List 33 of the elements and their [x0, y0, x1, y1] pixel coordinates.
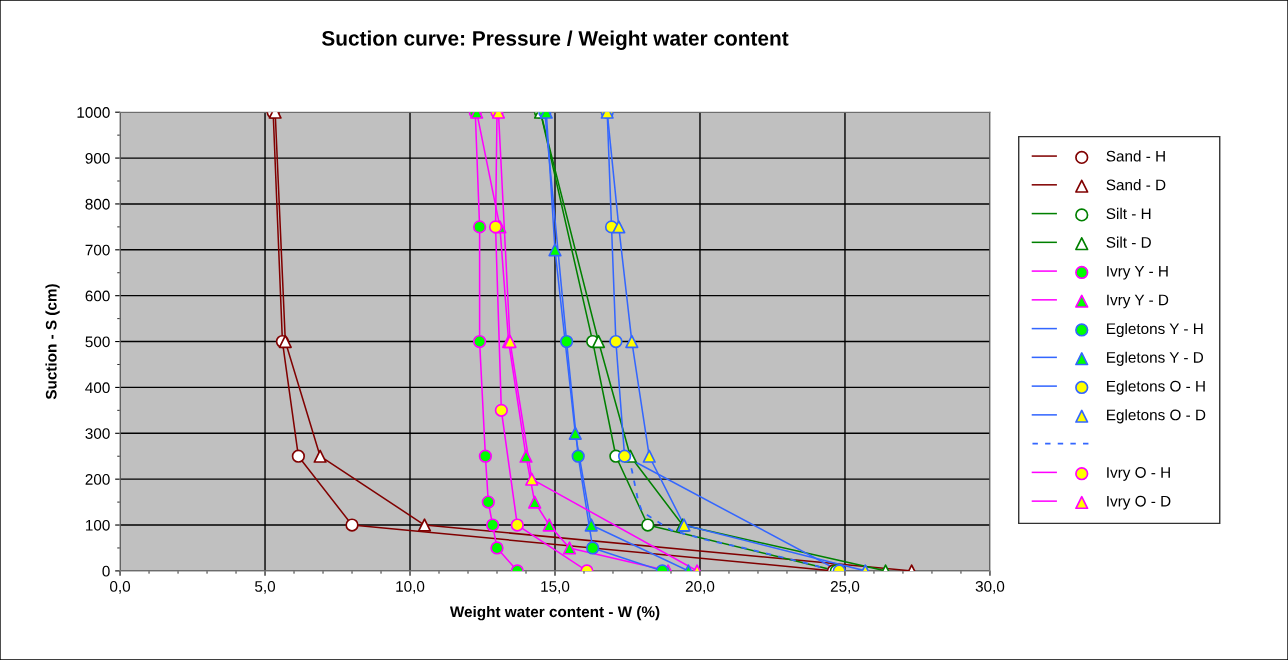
x-tick-label: 20,0 — [685, 581, 715, 594]
y-tick-label: 0 — [102, 565, 110, 577]
legend-label: Silt - H — [1106, 207, 1151, 220]
legend-label: Ivry O - D — [1107, 495, 1171, 510]
y-tick-label: 500 — [85, 336, 110, 348]
chart-title: Suction curve: Pressure / Weight water content — [321, 30, 789, 50]
y-tick-label: 600 — [85, 290, 110, 302]
y-tick-label: 700 — [85, 244, 110, 256]
x-tick-label: 5,0 — [255, 581, 276, 594]
legend-label: Egletons O - D — [1107, 409, 1206, 424]
y-tick-label: 1000 — [77, 107, 110, 118]
y-tick-label: 400 — [85, 382, 110, 394]
y-tick-label: 200 — [85, 474, 110, 485]
x-tick-label: 15,0 — [541, 581, 570, 594]
y-axis-title: Suction - S (cm) — [45, 284, 60, 400]
legend-label: Egletons O - H — [1107, 380, 1205, 395]
y-tick-label: 100 — [86, 519, 110, 531]
legend-label: Egletons Y - H — [1107, 322, 1203, 338]
y-tick-label: 900 — [85, 152, 110, 164]
x-tick-label: 30,0 — [975, 581, 1005, 594]
legend-label: Sand - D — [1106, 179, 1166, 191]
legend-label: Ivry Y - H — [1107, 265, 1168, 280]
legend-label: Egletons Y - D — [1107, 351, 1204, 366]
legend-label: Silt - D — [1106, 236, 1151, 248]
y-tick-label: 800 — [85, 198, 110, 210]
legend-label: Sand - H — [1106, 150, 1165, 162]
x-tick-label: 0,0 — [110, 581, 131, 594]
x-axis-title: Weight water content - W (%) — [449, 605, 660, 621]
x-tick-label: 10,0 — [396, 581, 425, 594]
y-tick-label: 300 — [85, 428, 110, 439]
x-tick-label: 25,0 — [830, 581, 860, 594]
legend-label: Ivry Y - D — [1107, 294, 1169, 309]
legend-label: Ivry O - H — [1107, 467, 1170, 481]
